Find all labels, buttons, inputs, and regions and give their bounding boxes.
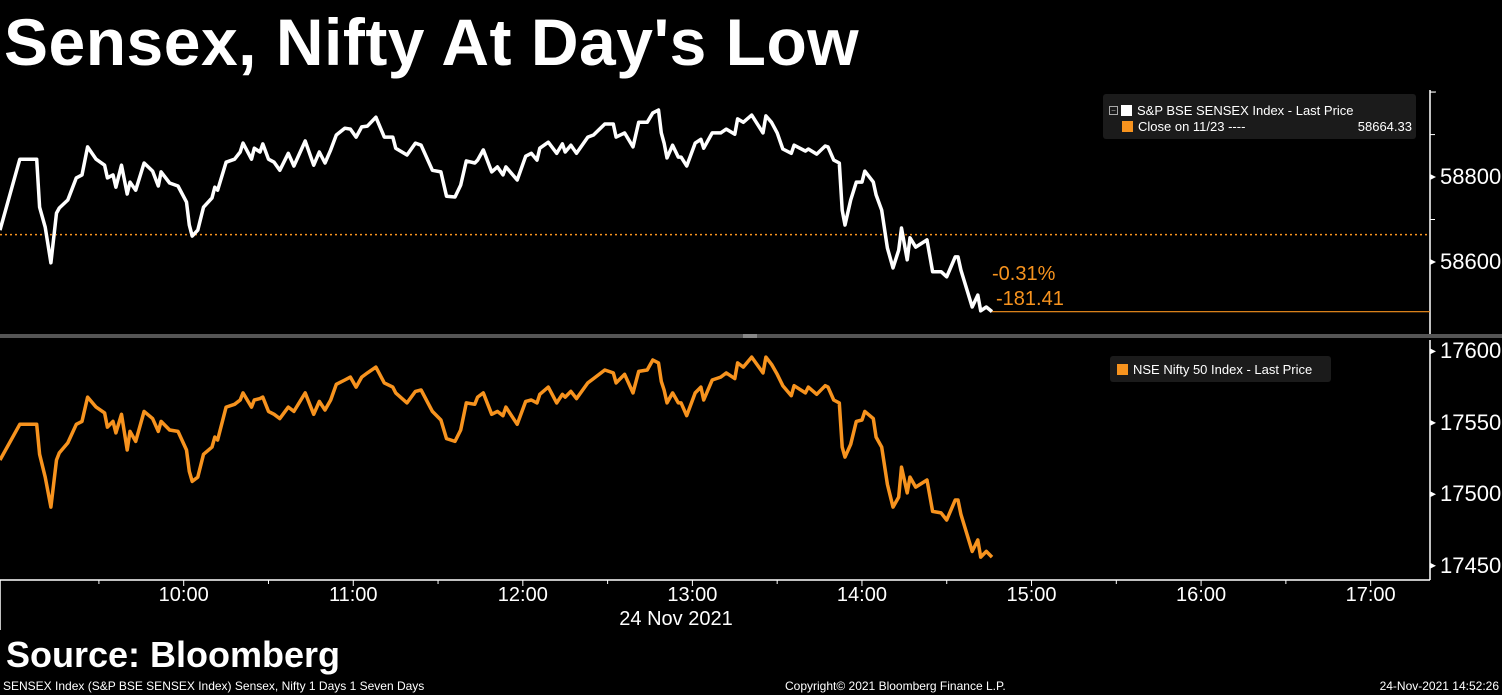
nifty-series-line [0, 355, 994, 559]
footer-copyright: Copyright© 2021 Bloomberg Finance L.P. [785, 679, 1006, 693]
footer-timestamp: 24-Nov-2021 14:52:26 [1379, 679, 1499, 693]
legend-close-label: Close on 11/23 ---- [1138, 118, 1246, 134]
close-swatch-icon [1122, 120, 1133, 132]
panel-resize-handle[interactable] [743, 334, 757, 338]
sensex-swatch-icon [1121, 104, 1132, 116]
axes [0, 90, 1502, 630]
y-tick-label: 17600 [1440, 338, 1502, 364]
collapse-icon[interactable]: − [1109, 105, 1118, 115]
nifty-swatch-icon [1117, 363, 1128, 375]
source-label: Source: Bloomberg [6, 634, 341, 675]
x-tick-label: 12:00 [497, 584, 548, 606]
y-tick-marker [1430, 258, 1436, 265]
x-tick-label: 10:00 [158, 584, 209, 606]
y-tick-marker [1430, 419, 1436, 426]
sensex-series-line [0, 108, 994, 313]
legend-nifty: NSE Nifty 50 Index - Last Price [1110, 356, 1331, 382]
chart-marks [0, 108, 1430, 559]
legend-close-value: 58664.33 [1357, 118, 1412, 134]
legend-nifty-label: NSE Nifty 50 Index - Last Price [1133, 361, 1313, 377]
legend-sensex-label: S&P BSE SENSEX Index - Last Price [1137, 102, 1354, 118]
y-tick-label: 58600 [1440, 248, 1502, 274]
y-tick-marker [1430, 174, 1436, 181]
legend-sensex: − S&P BSE SENSEX Index - Last Price Clos… [1103, 94, 1416, 139]
page-title: Sensex, Nifty At Day's Low [4, 5, 860, 79]
y-tick-marker [1430, 348, 1436, 355]
x-axis-date-label: 24 Nov 2021 [619, 608, 733, 630]
x-tick-label: 13:00 [667, 584, 718, 606]
x-tick-label: 11:00 [328, 584, 378, 606]
x-tick-label: 16:00 [1176, 584, 1227, 606]
y-tick-label: 17550 [1440, 409, 1502, 435]
y-tick-marker [1430, 491, 1436, 498]
footer-description: SENSEX Index (S&P BSE SENSEX Index) Sens… [3, 679, 425, 693]
pct-change-annotation: -0.31% [992, 263, 1056, 285]
y-tick-label: 17500 [1440, 481, 1502, 507]
y-tick-label: 17450 [1440, 552, 1502, 578]
y-tick-marker [1430, 562, 1436, 569]
x-tick-label: 14:00 [836, 584, 887, 606]
x-tick-label: 15:00 [1006, 584, 1057, 606]
abs-change-annotation: -181.41 [996, 288, 1064, 310]
y-tick-label: 58800 [1440, 164, 1502, 190]
x-tick-label: 17:00 [1345, 584, 1396, 606]
